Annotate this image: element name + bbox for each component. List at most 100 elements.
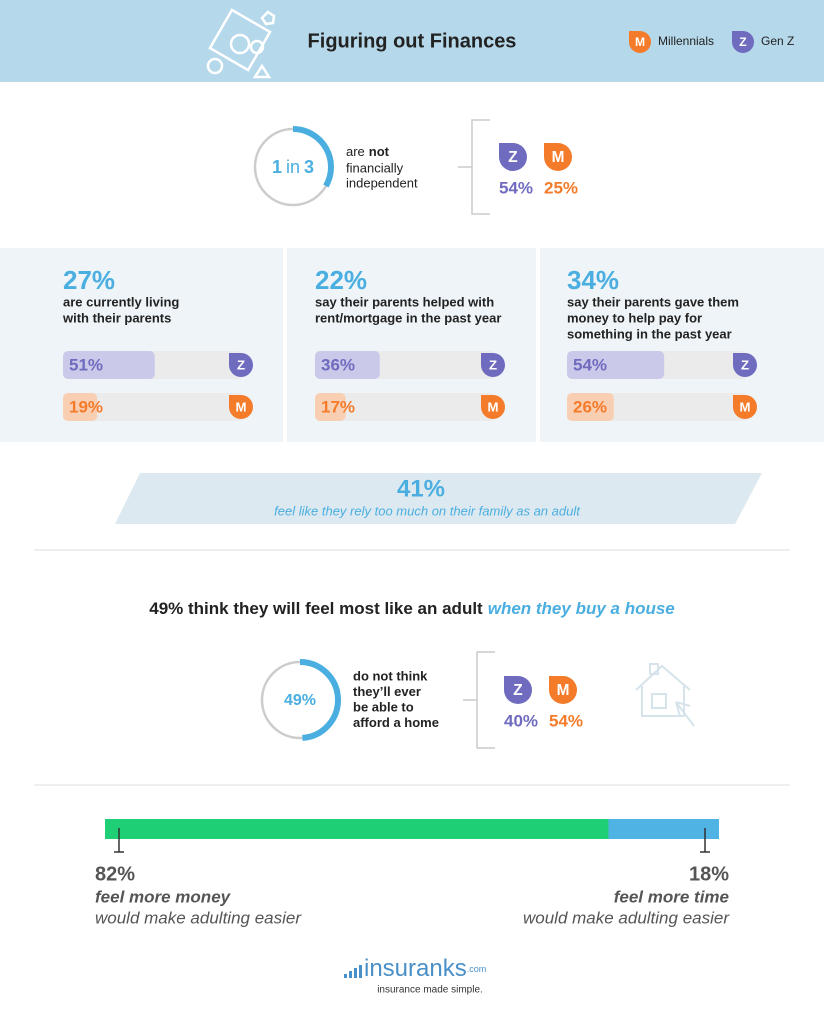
- text: independent: [346, 175, 418, 190]
- banner-value: 41%: [397, 475, 445, 502]
- badge: [544, 143, 572, 171]
- ring-word: in: [286, 157, 300, 177]
- text: money to help pay for: [567, 310, 702, 325]
- bar-track: [315, 393, 495, 421]
- bar: [63, 351, 155, 379]
- tick: [114, 828, 124, 853]
- ring-n: 1: [272, 157, 282, 177]
- text: with their parents: [62, 310, 171, 325]
- title: Figuring out Finances: [308, 30, 517, 52]
- header-icon: [206, 8, 276, 79]
- bar-label: 26%: [573, 397, 607, 416]
- text: say their parents gave them: [567, 294, 739, 309]
- ring-arc: [299, 659, 341, 741]
- bracket: [463, 651, 495, 749]
- text: feel like they rely too much on their fa…: [274, 503, 581, 518]
- logo-bar: [354, 968, 357, 978]
- badge-key: Z: [741, 357, 749, 372]
- legend-label: Millennials: [658, 34, 714, 48]
- bar-label: 51%: [69, 355, 103, 374]
- badge-key: M: [740, 399, 751, 414]
- logo-bar: [359, 965, 362, 978]
- badge-key: M: [236, 399, 247, 414]
- text: 18%: [689, 863, 729, 885]
- badge: [504, 676, 532, 704]
- badge: [229, 353, 253, 377]
- badge: [481, 353, 505, 377]
- logo: insuranks.com: [364, 955, 486, 982]
- bracket: [458, 119, 490, 215]
- group-value: 54%: [499, 178, 533, 197]
- group-value: 40%: [504, 711, 538, 730]
- text: say their parents helped with: [315, 294, 494, 309]
- badge: [549, 676, 577, 704]
- ring-of: 3: [304, 157, 314, 177]
- badge: [499, 143, 527, 171]
- badge: [733, 353, 757, 377]
- badge: [733, 395, 757, 419]
- header-bg: [0, 0, 824, 82]
- split-segment: [105, 819, 609, 839]
- split-segment: [608, 819, 719, 839]
- text: they’ll ever: [353, 684, 421, 699]
- text: are currently living: [63, 294, 179, 309]
- ring-arc: [292, 126, 334, 188]
- logo-bar: [349, 971, 352, 978]
- bar-label: 54%: [573, 355, 607, 374]
- statement: are not: [346, 144, 390, 159]
- badge: [732, 31, 754, 53]
- text: feel more money: [95, 887, 232, 906]
- badge-key: Z: [739, 35, 747, 49]
- stat-headline: 22%: [315, 265, 367, 295]
- badge-key: M: [557, 682, 570, 699]
- text-bold: not: [369, 144, 390, 159]
- stat-headline: 34%: [567, 265, 619, 295]
- text: do not think: [353, 668, 428, 683]
- stat-headline: 27%: [63, 265, 115, 295]
- logo-name: insuranks: [364, 955, 467, 982]
- text: are: [346, 144, 365, 159]
- group-value: 25%: [544, 178, 578, 197]
- headline: 49% think they will feel most like an ad…: [149, 599, 483, 618]
- text: 82%: [95, 863, 135, 885]
- text: 49%: [284, 692, 316, 709]
- bar-track: [63, 393, 243, 421]
- bar: [315, 393, 346, 421]
- house-headline: 49% think they will feel most like an ad…: [149, 599, 675, 618]
- badge-key: Z: [237, 357, 245, 372]
- bar: [63, 393, 98, 421]
- bar-label: 36%: [321, 355, 355, 374]
- badge-key: M: [552, 149, 565, 166]
- text: insurance made simple.: [377, 985, 483, 996]
- banner-bg: [115, 473, 762, 524]
- text: would make adulting easier: [95, 908, 302, 927]
- bar-label: 19%: [69, 397, 103, 416]
- headline-italic: when they buy a house: [488, 599, 675, 618]
- badge-key: Z: [489, 357, 497, 372]
- ring-label: 1 in 3: [272, 157, 314, 177]
- bar: [315, 351, 380, 379]
- text: be able to: [353, 699, 414, 714]
- text: rent/mortgage in the past year: [315, 310, 501, 325]
- badge: [481, 395, 505, 419]
- text: would make adulting easier: [523, 908, 730, 927]
- group-value: 54%: [549, 711, 583, 730]
- bar-label: 17%: [321, 397, 355, 416]
- badge: [629, 31, 651, 53]
- bar: [567, 393, 614, 421]
- badge: [229, 395, 253, 419]
- badge-key: Z: [513, 682, 522, 699]
- tick: [700, 828, 710, 853]
- logo-domain: .com: [467, 964, 487, 974]
- badge-key: M: [488, 399, 499, 414]
- text: financially: [346, 160, 404, 175]
- text: feel more time: [614, 887, 729, 906]
- text: something in the past year: [567, 326, 732, 341]
- legend-label: Gen Z: [761, 34, 794, 48]
- badge-key: Z: [508, 149, 517, 166]
- badge-key: M: [635, 35, 645, 49]
- logo-bar: [344, 974, 347, 978]
- bar: [567, 351, 665, 379]
- house-icon: [635, 663, 695, 727]
